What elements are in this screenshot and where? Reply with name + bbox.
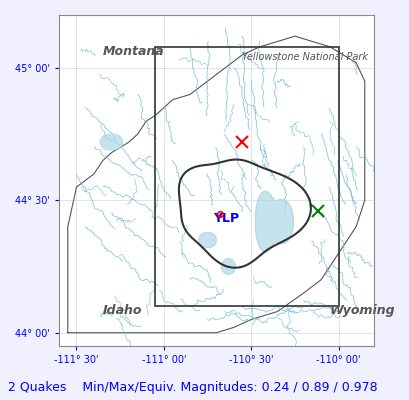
Text: Yellowstone National Park: Yellowstone National Park: [242, 52, 368, 62]
Polygon shape: [221, 258, 235, 274]
Text: YLP: YLP: [212, 212, 238, 224]
Text: Idaho: Idaho: [103, 304, 142, 317]
Text: 2 Quakes    Min/Max/Equiv. Magnitudes: 0.24 / 0.89 / 0.978: 2 Quakes Min/Max/Equiv. Magnitudes: 0.24…: [8, 381, 377, 394]
Text: Montana: Montana: [103, 45, 164, 58]
Text: Wyoming: Wyoming: [329, 304, 395, 317]
Bar: [155, 47, 338, 306]
Polygon shape: [198, 233, 216, 248]
Polygon shape: [255, 191, 293, 252]
Polygon shape: [100, 134, 122, 150]
